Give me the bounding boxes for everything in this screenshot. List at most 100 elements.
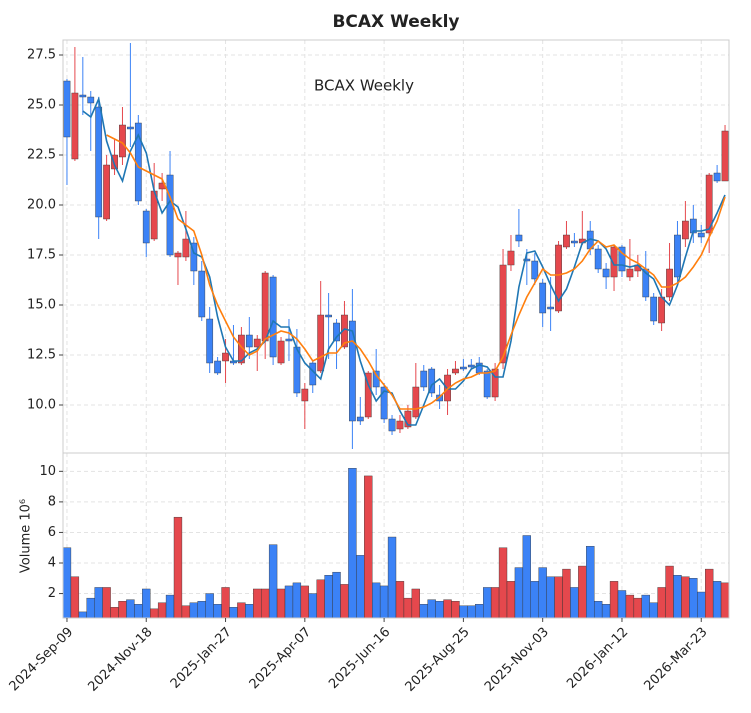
volume-bar bbox=[538, 567, 547, 619]
y-tick-label: 27.5 bbox=[27, 48, 56, 63]
volume-bar bbox=[324, 575, 333, 619]
volume-bar bbox=[395, 581, 405, 619]
volume-bar bbox=[530, 581, 539, 619]
volume-bar bbox=[594, 600, 603, 619]
candle-body bbox=[412, 386, 420, 418]
volume-bar bbox=[316, 579, 325, 619]
volume-bar bbox=[245, 604, 254, 619]
volume-bar bbox=[62, 547, 72, 619]
candle-body bbox=[547, 306, 554, 310]
candle-body bbox=[87, 96, 95, 104]
volume-bar bbox=[689, 578, 698, 619]
y-tick-label: 22.5 bbox=[27, 148, 56, 163]
volume-bar bbox=[253, 588, 262, 619]
candle-body bbox=[531, 260, 539, 280]
volume-bar bbox=[657, 587, 666, 619]
volume-bar bbox=[340, 584, 349, 619]
volume-bar bbox=[221, 587, 230, 619]
candle-body bbox=[127, 126, 134, 130]
candle-body bbox=[602, 268, 610, 278]
y-tick-label: 2 bbox=[48, 586, 56, 601]
candle-body bbox=[388, 418, 396, 432]
candle-body bbox=[666, 268, 673, 298]
candle-body bbox=[515, 234, 523, 242]
y-tick-label: 12.5 bbox=[27, 348, 56, 363]
candle-body bbox=[555, 244, 562, 312]
volume-bar bbox=[173, 516, 183, 619]
volume-bar bbox=[292, 582, 302, 619]
volume-bar bbox=[681, 576, 690, 619]
volume-bar bbox=[641, 594, 650, 619]
volume-bar bbox=[189, 602, 198, 619]
candle-body bbox=[103, 164, 110, 220]
candle-body bbox=[610, 246, 618, 278]
candle-body bbox=[650, 296, 658, 322]
x-tick-label: 2025-Aug-25 bbox=[403, 625, 473, 695]
candle-body bbox=[428, 368, 436, 394]
candle-body bbox=[317, 314, 325, 372]
volume-bar bbox=[110, 607, 119, 619]
marks bbox=[62, 43, 730, 619]
candle-body bbox=[325, 314, 332, 318]
x-tick-label: 2026-Mar-23 bbox=[641, 625, 710, 694]
volume-bar bbox=[379, 585, 389, 619]
volume-bar bbox=[237, 602, 246, 619]
candle-body bbox=[713, 172, 721, 182]
volume-bar bbox=[308, 593, 317, 619]
chart-title: BCAX Weekly bbox=[332, 12, 459, 32]
volume-bar bbox=[601, 604, 611, 619]
candle-body bbox=[198, 270, 206, 318]
volume-bar bbox=[435, 600, 444, 619]
volume-bar bbox=[554, 576, 563, 619]
price-frame bbox=[62, 39, 730, 454]
candle-body bbox=[571, 240, 578, 244]
candle-body bbox=[658, 296, 665, 324]
candle-body bbox=[356, 416, 364, 422]
candle-body bbox=[301, 388, 309, 402]
volume-bar bbox=[673, 575, 682, 619]
y-tick-label: 20.0 bbox=[27, 198, 56, 213]
volume-bar bbox=[712, 581, 722, 619]
y-tick-label: 6 bbox=[48, 525, 56, 540]
volume-bar bbox=[506, 581, 516, 619]
volume-bar bbox=[261, 588, 270, 619]
volume-bar bbox=[86, 597, 95, 619]
candle-body bbox=[674, 234, 681, 278]
volume-bar bbox=[276, 588, 286, 619]
volume-bar bbox=[625, 594, 635, 619]
y-tick-label: 15.0 bbox=[27, 298, 56, 313]
candle-body bbox=[594, 248, 602, 270]
candle-body bbox=[364, 372, 372, 418]
volume-bar bbox=[332, 571, 341, 619]
candle-body bbox=[182, 238, 190, 258]
volume-bar bbox=[356, 555, 365, 619]
volume-bar bbox=[142, 588, 151, 619]
candle-body bbox=[626, 268, 634, 278]
volume-bar bbox=[475, 604, 484, 619]
volume-bar bbox=[213, 604, 222, 619]
candle-body bbox=[682, 220, 689, 240]
x-tick-label: 2025-Jan-27 bbox=[168, 625, 235, 692]
candle-body bbox=[71, 92, 79, 160]
candle-body bbox=[349, 320, 356, 422]
candle-body bbox=[697, 232, 705, 238]
volume-bar bbox=[665, 565, 674, 619]
volume-bar bbox=[609, 581, 619, 619]
volume-bar bbox=[364, 475, 373, 619]
volume-bar bbox=[490, 587, 500, 619]
volume-bar bbox=[522, 535, 531, 619]
candle-body bbox=[341, 314, 348, 348]
volume-bar bbox=[403, 597, 413, 619]
volume-bar bbox=[197, 600, 206, 619]
candle-body bbox=[539, 282, 547, 314]
volume-bar bbox=[150, 608, 159, 619]
candle-body bbox=[142, 210, 150, 244]
candle-body bbox=[618, 246, 626, 272]
volume-label: Volume 10⁶ bbox=[19, 499, 34, 573]
moving-average-line bbox=[82, 96, 726, 426]
annotation: BCAX Weekly bbox=[314, 77, 414, 95]
volume-bar bbox=[70, 576, 80, 619]
candle-body bbox=[380, 386, 388, 420]
candle-body bbox=[238, 334, 245, 364]
candle-body bbox=[79, 94, 87, 98]
